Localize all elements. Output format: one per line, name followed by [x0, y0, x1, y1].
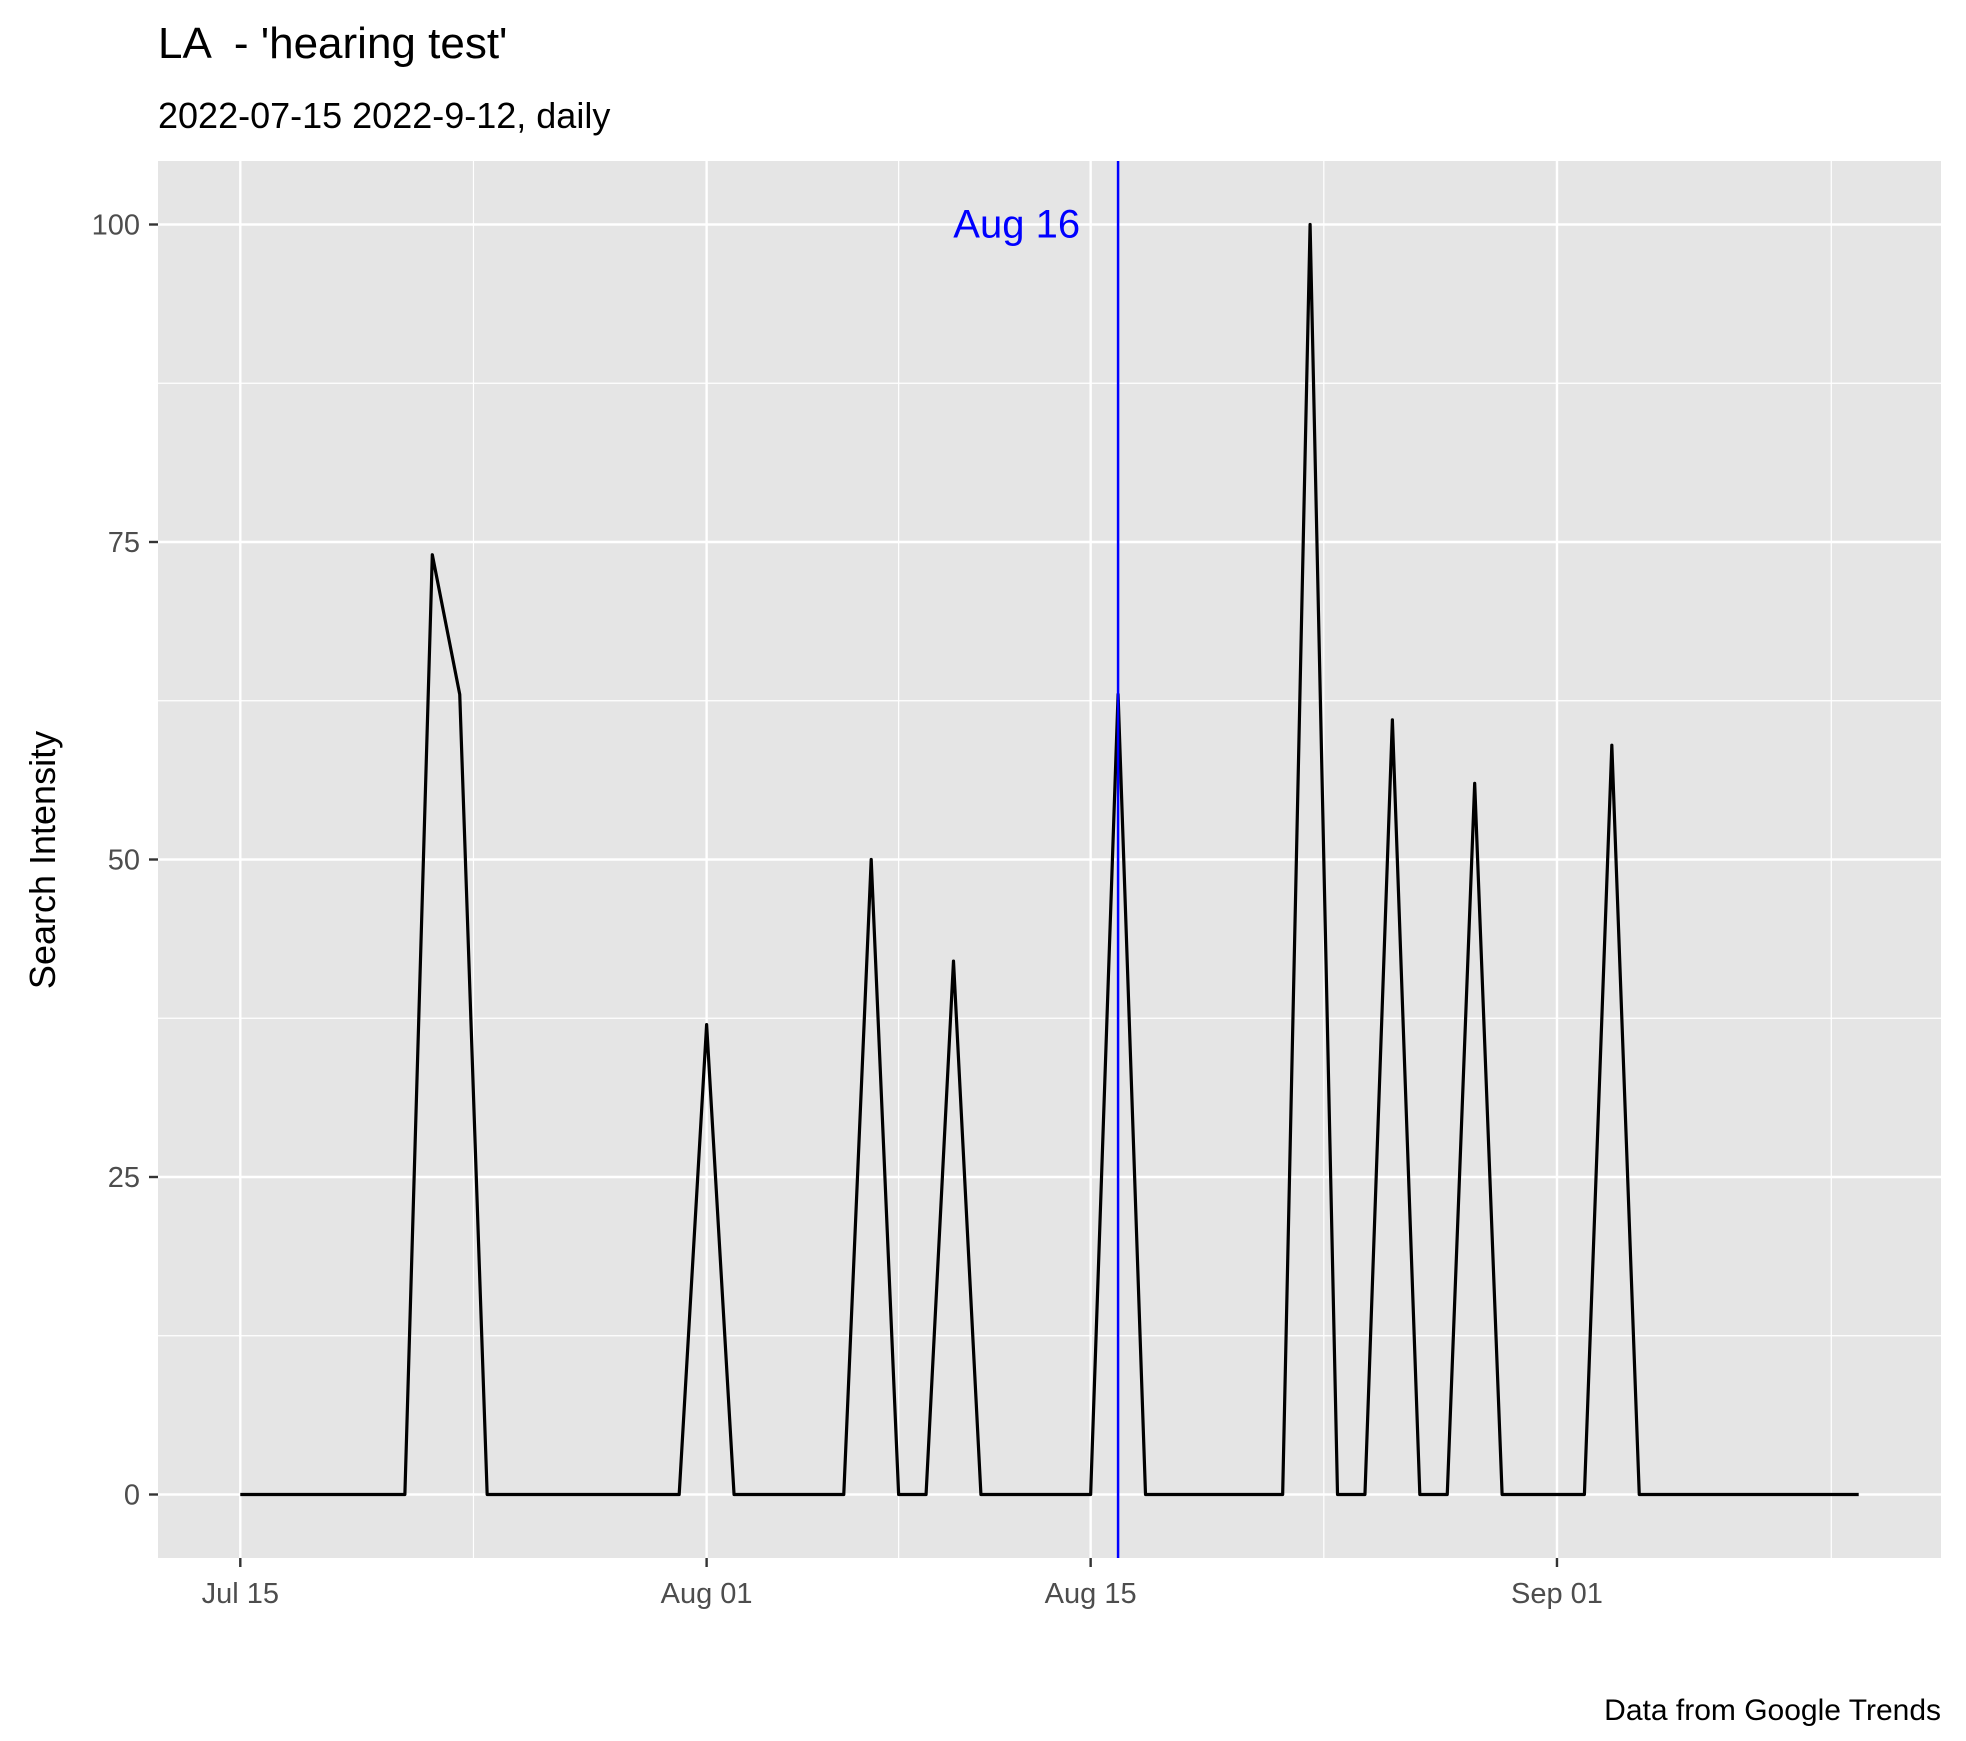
- y-tick-label: 50: [108, 845, 140, 877]
- y-axis-label: Search Intensity: [22, 731, 63, 989]
- y-tick-label: 25: [108, 1162, 140, 1194]
- x-tick-label: Aug 15: [1045, 1578, 1137, 1610]
- chart-subtitle: 2022-07-15 2022-9-12, daily: [158, 95, 610, 136]
- x-axis: Jul 15 Aug 01 Aug 15 Sep 01: [202, 1558, 1603, 1610]
- major-gridlines: [158, 161, 1941, 1558]
- x-tick-label: Jul 15: [202, 1578, 279, 1610]
- y-tick-label: 100: [92, 210, 140, 242]
- chart-title: LA - 'hearing test': [158, 19, 507, 68]
- x-tick-label: Sep 01: [1511, 1578, 1603, 1610]
- y-tick-label: 75: [108, 527, 140, 559]
- x-tick-label: Aug 01: [661, 1578, 753, 1610]
- caption: Data from Google Trends: [1604, 1694, 1941, 1727]
- event-marker-label: Aug 16: [953, 203, 1080, 247]
- y-axis: 0 25 50 75 100: [92, 210, 158, 1512]
- y-tick-label: 0: [124, 1480, 140, 1512]
- series-line: [240, 222, 1859, 1497]
